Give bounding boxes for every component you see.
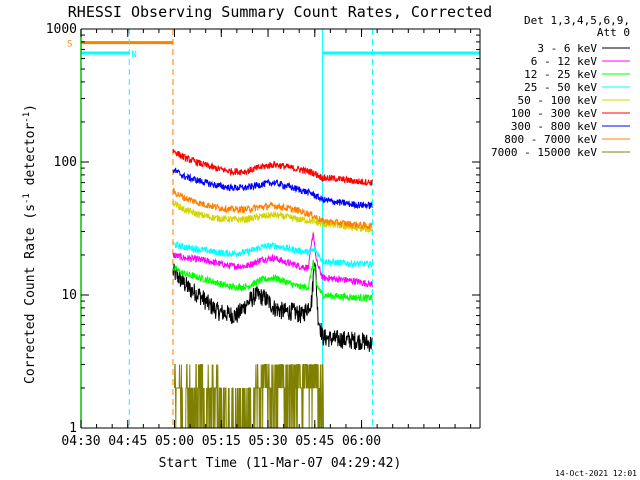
series-300-800-kev [172, 167, 373, 210]
series-25-50-kev [172, 240, 373, 269]
chart-title: RHESSI Observing Summary Count Rates, Co… [68, 3, 492, 21]
y-tick-label: 1000 [46, 22, 77, 37]
legend-label: 7000 - 15000 keV [491, 146, 597, 159]
x-tick-label: 06:00 [342, 434, 381, 449]
y-axis-label: Corrected Count Rate (s-1 detector-1) [22, 104, 38, 384]
series-100-300-kev [172, 148, 373, 186]
series-7000-15000-kev [174, 364, 324, 429]
y-tick-label: 1 [69, 421, 77, 436]
legend-label: 6 - 12 keV [531, 55, 598, 68]
legend-label: 50 - 100 keV [518, 94, 598, 107]
x-tick-label: 04:45 [108, 434, 147, 449]
flag-bars: SN [67, 40, 480, 60]
legend-label: 25 - 50 keV [524, 81, 597, 94]
axes: 1 10 100 1000 04:30 04:45 05:00 05:15 05:30 05:45… [46, 22, 481, 449]
legend-label: 100 - 300 keV [511, 107, 597, 120]
legend-label: 3 - 6 keV [537, 42, 597, 55]
y-tick-label: 100 [54, 155, 77, 170]
series-800-7000-kev [172, 187, 373, 230]
y-tick-label: 10 [61, 288, 77, 303]
series-line [172, 262, 373, 352]
series-line [172, 259, 373, 303]
series-layer [172, 148, 373, 429]
x-tick-label: 05:45 [295, 434, 334, 449]
legend-header-line-2: Att 0 [597, 26, 630, 39]
flag-bar-label: S [67, 40, 72, 50]
legend-label: 12 - 25 keV [524, 68, 597, 81]
series-line [172, 240, 373, 269]
legend-label: 300 - 800 keV [511, 120, 597, 133]
legend-header-line-1: Det 1,3,4,5,6,9, [524, 14, 630, 27]
vertical-markers [128, 29, 373, 428]
x-tick-label: 04:30 [61, 434, 100, 449]
flag-bar-label: N [131, 50, 136, 60]
x-tick-label: 05:15 [202, 434, 241, 449]
series-line [174, 364, 324, 429]
series-12-25-kev [172, 259, 373, 303]
series-line [172, 231, 373, 288]
series-3-6-kev [172, 262, 373, 352]
x-tick-label: 05:30 [248, 434, 287, 449]
legend-label: 800 - 7000 keV [504, 133, 597, 146]
series-6-12-kev [172, 231, 373, 288]
series-line [172, 148, 373, 186]
x-axis-label: Start Time (11-Mar-07 04:29:42) [159, 456, 402, 471]
series-line [172, 167, 373, 210]
x-tick-label: 05:00 [155, 434, 194, 449]
series-line [172, 187, 373, 230]
timestamp: 14-Oct-2021 12:01 [555, 469, 637, 478]
